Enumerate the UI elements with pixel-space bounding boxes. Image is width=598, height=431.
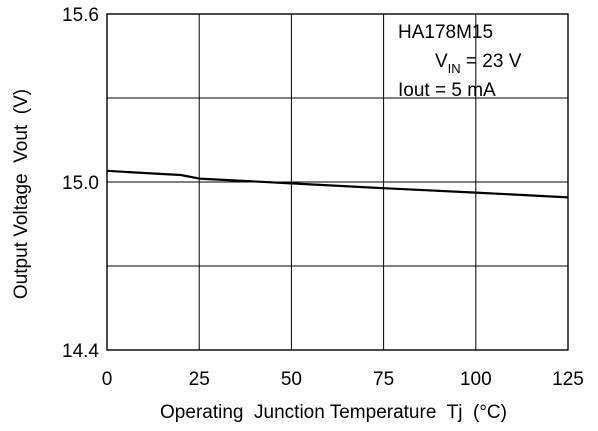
y-tick-labels: 14.4 15.0 15.6 — [62, 5, 99, 362]
plot-frame — [106, 13, 569, 351]
grid-lines — [107, 14, 568, 350]
y-axis-label: Output Voltage Vout (V) — [11, 89, 32, 299]
annotation-vin: VIN = 23 V — [398, 51, 548, 76]
data-series — [106, 169, 569, 199]
annotation-vin-sub: IN — [448, 61, 461, 76]
x-tick-label: 125 — [552, 369, 584, 390]
annotation-iout: Iout = 5 mA — [398, 80, 496, 101]
series-line — [106, 169, 569, 199]
x-tick-label: 75 — [373, 369, 394, 390]
x-tick-label: 50 — [281, 369, 302, 390]
y-tick-label: 14.4 — [62, 341, 99, 362]
x-axis-label: Operating Junction Temperature Tj (°C) — [160, 402, 507, 423]
y-tick-label: 15.0 — [62, 173, 99, 194]
annotation-vin-v: V — [435, 51, 448, 72]
x-tick-label: 0 — [102, 369, 113, 390]
annotation-device: HA178M15 — [398, 22, 493, 43]
annotation-vin-value: = 23 V — [461, 51, 522, 72]
chart-annotation: HA178M15 VIN = 23 V Iout = 5 mA — [398, 22, 548, 101]
x-tick-label: 100 — [460, 369, 492, 390]
x-tick-labels: 0 25 50 75 100 125 — [102, 369, 584, 390]
x-tick-label: 25 — [189, 369, 210, 390]
y-tick-label: 15.6 — [62, 5, 99, 26]
